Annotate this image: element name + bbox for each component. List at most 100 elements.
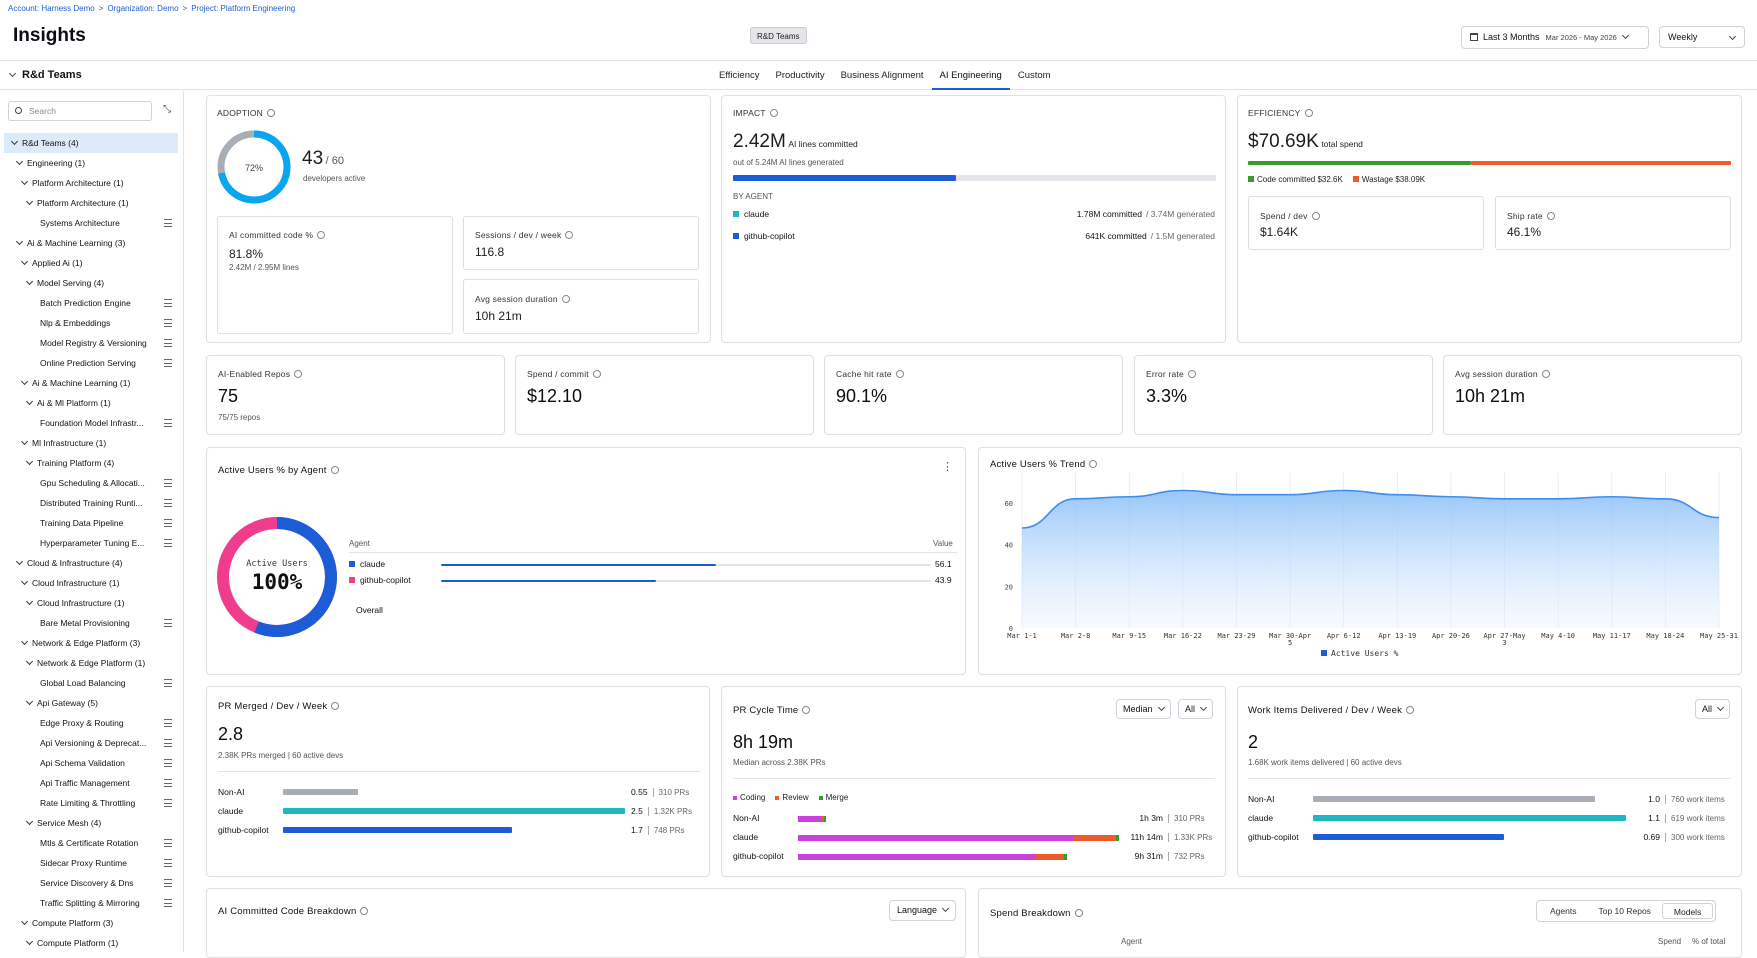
chevron-down-icon[interactable]: [26, 398, 33, 405]
tab-efficiency[interactable]: Efficiency: [711, 62, 767, 90]
collapse-icon[interactable]: ⤡: [163, 105, 173, 115]
menu-icon[interactable]: [164, 219, 172, 227]
chevron-down-icon[interactable]: [26, 698, 33, 705]
chevron-down-icon[interactable]: [21, 578, 28, 585]
chevron-down-icon[interactable]: [26, 458, 33, 465]
team-chip[interactable]: R&D Teams: [750, 27, 807, 44]
spend-tab-agents[interactable]: Agents: [1539, 903, 1587, 919]
language-select[interactable]: Language: [889, 900, 956, 921]
tree-item[interactable]: Network & Edge Platform (3): [0, 633, 184, 653]
tree-item[interactable]: Model Serving (4): [0, 273, 184, 293]
more-options-icon[interactable]: ⋮: [942, 463, 953, 471]
menu-icon[interactable]: [164, 719, 172, 727]
menu-icon[interactable]: [164, 739, 172, 747]
menu-icon[interactable]: [164, 519, 172, 527]
team-header[interactable]: R&d Teams: [10, 69, 82, 81]
tree-item[interactable]: Training Data Pipeline: [0, 513, 184, 533]
tab-productivity[interactable]: Productivity: [767, 62, 832, 90]
chevron-down-icon[interactable]: [21, 638, 28, 645]
tree-item[interactable]: Nlp & Embeddings: [0, 313, 184, 333]
tree-item[interactable]: Cloud & Infrastructure (4): [0, 553, 184, 573]
tree-item[interactable]: Foundation Model Infrastr...: [0, 413, 184, 433]
bar-fill[interactable]: [283, 808, 625, 814]
menu-icon[interactable]: [164, 759, 172, 767]
tree-item[interactable]: Sidecar Proxy Runtime: [0, 853, 184, 873]
bar-fill[interactable]: [1313, 796, 1595, 802]
chevron-down-icon[interactable]: [16, 558, 23, 565]
tree-item[interactable]: Engineering (1): [0, 153, 184, 173]
tab-custom[interactable]: Custom: [1010, 62, 1059, 90]
menu-icon[interactable]: [164, 839, 172, 847]
tree-item[interactable]: Service Mesh (4): [0, 813, 184, 833]
breadcrumb-account[interactable]: Account: Harness Demo: [8, 4, 95, 13]
menu-icon[interactable]: [164, 779, 172, 787]
menu-icon[interactable]: [164, 679, 172, 687]
search-input[interactable]: Search: [8, 101, 152, 121]
menu-icon[interactable]: [164, 899, 172, 907]
chevron-down-icon[interactable]: [21, 438, 28, 445]
menu-icon[interactable]: [164, 339, 172, 347]
chevron-down-icon[interactable]: [26, 278, 33, 285]
menu-icon[interactable]: [164, 299, 172, 307]
tree-item[interactable]: Applied Ai (1): [0, 253, 184, 273]
chevron-down-icon[interactable]: [26, 658, 33, 665]
tree-item[interactable]: Training Platform (4): [0, 453, 184, 473]
tree-item[interactable]: Edge Proxy & Routing: [0, 713, 184, 733]
tree-item[interactable]: Distributed Training Runti...: [0, 493, 184, 513]
menu-icon[interactable]: [164, 319, 172, 327]
bar-segment-merge[interactable]: [1116, 835, 1119, 841]
chevron-down-icon[interactable]: [26, 938, 33, 945]
tree-item[interactable]: Network & Edge Platform (1): [0, 653, 184, 673]
menu-icon[interactable]: [164, 859, 172, 867]
tree-item[interactable]: Platform Architecture (1): [0, 193, 184, 213]
tree-item[interactable]: Gpu Scheduling & Allocati...: [0, 473, 184, 493]
tree-item[interactable]: Model Registry & Versioning: [0, 333, 184, 353]
breadcrumb-org[interactable]: Organization: Demo: [107, 4, 178, 13]
tree-item[interactable]: Cloud Infrastructure (1): [0, 573, 184, 593]
agent-row[interactable]: claude: [349, 559, 385, 569]
menu-icon[interactable]: [164, 799, 172, 807]
bar-fill[interactable]: [283, 827, 512, 833]
bar-segment-coding[interactable]: [798, 816, 821, 822]
chevron-down-icon[interactable]: [21, 258, 28, 265]
tree-item[interactable]: Ml Infrastructure (1): [0, 433, 184, 453]
tree-item[interactable]: Api Gateway (5): [0, 693, 184, 713]
menu-icon[interactable]: [164, 879, 172, 887]
tree-item[interactable]: Api Traffic Management: [0, 773, 184, 793]
tree-item[interactable]: Online Prediction Serving: [0, 353, 184, 373]
chevron-down-icon[interactable]: [16, 158, 23, 165]
chevron-down-icon[interactable]: [21, 178, 28, 185]
bar-segment-coding[interactable]: [798, 835, 1073, 841]
menu-icon[interactable]: [164, 539, 172, 547]
chevron-down-icon[interactable]: [21, 918, 28, 925]
menu-icon[interactable]: [164, 499, 172, 507]
tree-item[interactable]: Hyperparameter Tuning E...: [0, 533, 184, 553]
menu-icon[interactable]: [164, 419, 172, 427]
tree-item[interactable]: Ai & Machine Learning (3): [0, 233, 184, 253]
chevron-down-icon[interactable]: [11, 138, 18, 145]
tree-item[interactable]: Compute Platform (3): [0, 913, 184, 933]
filter-select[interactable]: All: [1178, 699, 1213, 719]
tree-item[interactable]: Ai & Ml Platform (1): [0, 393, 184, 413]
bar-segment-review[interactable]: [1073, 835, 1115, 841]
tree-item[interactable]: Batch Prediction Engine: [0, 293, 184, 313]
tree-item[interactable]: Service Discovery & Dns: [0, 873, 184, 893]
tree-item[interactable]: Global Load Balancing: [0, 673, 184, 693]
granularity-select[interactable]: Weekly: [1659, 26, 1745, 48]
filter-select[interactable]: All: [1695, 699, 1730, 719]
chevron-down-icon[interactable]: [21, 378, 28, 385]
tree-item[interactable]: Mtls & Certificate Rotation: [0, 833, 184, 853]
chevron-down-icon[interactable]: [16, 238, 23, 245]
bar-segment-merge[interactable]: [1064, 854, 1067, 860]
tree-item[interactable]: Compute Platform (1): [0, 933, 184, 952]
tree-item[interactable]: Platform Architecture (1): [0, 173, 184, 193]
tree-item[interactable]: Rate Limiting & Throttling: [0, 793, 184, 813]
menu-icon[interactable]: [164, 479, 172, 487]
breadcrumb-project[interactable]: Project: Platform Engineering: [191, 4, 295, 13]
bar-segment-coding[interactable]: [798, 854, 1035, 860]
tree-item[interactable]: Api Versioning & Deprecat...: [0, 733, 184, 753]
bar-fill[interactable]: [1313, 815, 1626, 821]
tree-item[interactable]: Api Schema Validation: [0, 753, 184, 773]
bar-segment-review[interactable]: [1035, 854, 1064, 860]
